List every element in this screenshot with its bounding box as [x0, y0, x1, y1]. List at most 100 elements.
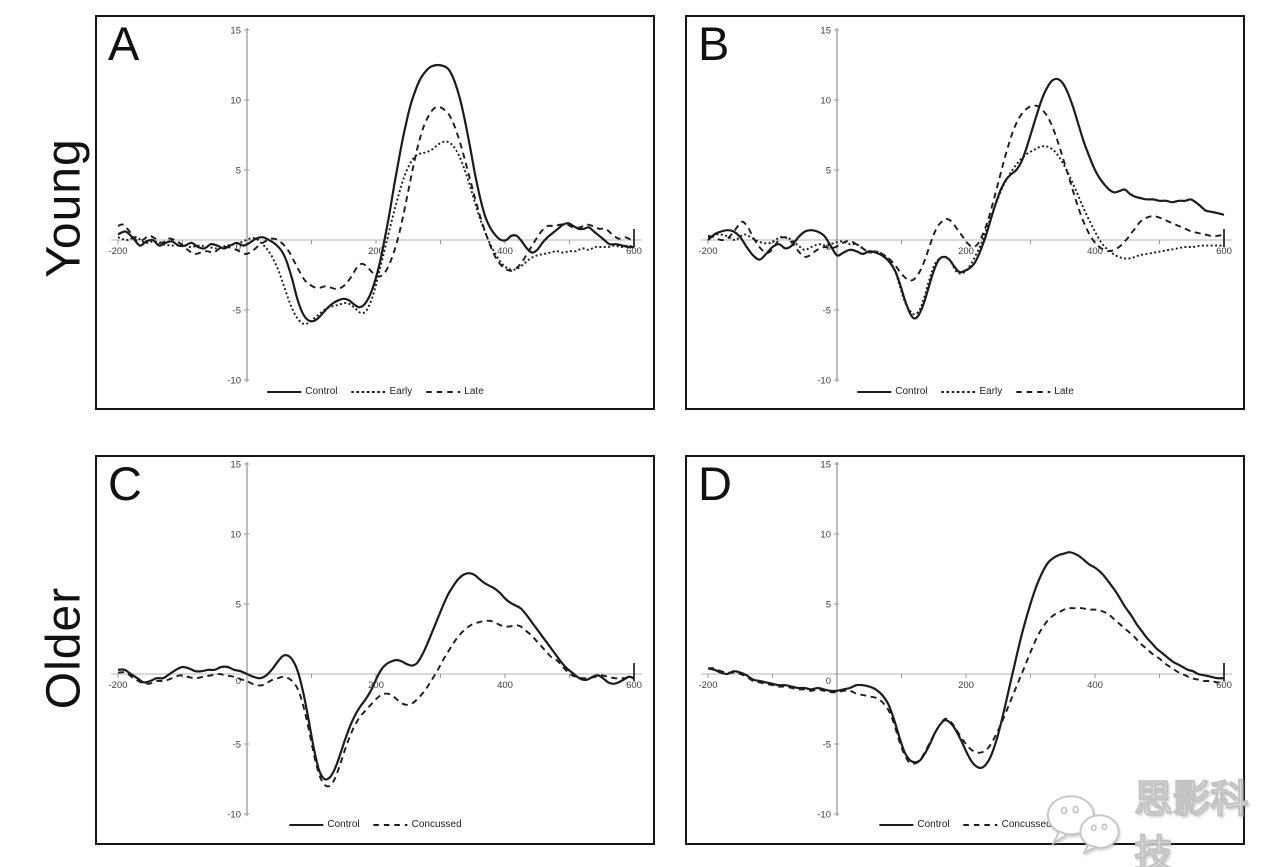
x-tick-label: 200: [958, 680, 974, 691]
dashed-line-sample-icon: [963, 823, 998, 826]
plot-svg: 15 10 5 0 -5 -10 -200 200 400 600: [108, 26, 642, 387]
legend-item-control: Control: [878, 819, 950, 830]
x-tick-label: -200: [108, 246, 127, 257]
x-tick-label: -200: [698, 246, 717, 257]
y-tick-label: 10: [230, 96, 241, 107]
series-late-line: [117, 105, 635, 290]
legend-item-early: Early: [940, 386, 1002, 397]
y-tick-label: 5: [236, 166, 241, 177]
legend-label: Late: [1054, 386, 1074, 397]
legend-item-control: Control: [288, 819, 360, 830]
series-early-line: [117, 140, 635, 326]
y-tick-label: -10: [817, 376, 831, 387]
y-tick-label: 10: [820, 96, 831, 107]
row-label-young: Young: [37, 138, 91, 278]
row-label-older: Older: [37, 586, 91, 710]
x-tick-label: 600: [626, 680, 642, 691]
panel-letter-a: A: [108, 17, 140, 70]
solid-line-sample-icon: [267, 390, 302, 393]
y-tick-label: -5: [233, 740, 241, 751]
panel-letter-b: B: [698, 17, 730, 70]
y-tick-label: 0: [236, 676, 241, 687]
legend-item-concussed: Concussed: [373, 819, 462, 830]
x-tick-label: 600: [626, 246, 642, 257]
legend-label: Late: [464, 386, 484, 397]
legend-d: Control Concussed: [878, 819, 1052, 830]
y-tick-label: 5: [826, 600, 831, 611]
solid-line-sample-icon: [879, 823, 914, 826]
y-tick-label: 15: [230, 460, 241, 471]
x-tick-label: 400: [1087, 680, 1103, 691]
panel-c: C 15 10 5 0 -5 -10 -200 200 400 600 Control Concus…: [95, 455, 655, 845]
legend-item-control: Control: [266, 386, 337, 397]
legend-item-control: Control: [856, 386, 927, 397]
x-tick-label: 600: [1216, 246, 1232, 257]
panel-letter-d: D: [698, 457, 732, 510]
legend-label: Control: [305, 386, 338, 397]
y-tick-label: -5: [233, 306, 241, 317]
legend-c: Control Concussed: [288, 819, 462, 830]
panel-b: B 15 10 5 0 -5 -10 -200 200 400 600 Control Early L…: [685, 15, 1245, 410]
plot-svg: 15 10 5 0 -5 -10 -200 200 400 600: [108, 460, 642, 821]
y-tick-label: 15: [820, 26, 831, 37]
panel-letter-c: C: [108, 457, 142, 510]
y-tick-label: 10: [820, 530, 831, 541]
solid-line-sample-icon: [289, 823, 324, 826]
x-tick-label: 400: [497, 246, 513, 257]
legend-a: Control Early Late: [266, 386, 484, 397]
plot-svg: 15 10 5 0 -5 -10 -200 200 400 600: [698, 460, 1232, 821]
y-tick-label: -10: [227, 810, 241, 821]
legend-item-late: Late: [425, 386, 484, 397]
legend-item-late: Late: [1015, 386, 1074, 397]
x-tick-label: 200: [368, 246, 384, 257]
y-tick-label: -10: [817, 810, 831, 821]
y-tick-label: 5: [236, 600, 241, 611]
panel-a: A 15 10 5 0 -5 -10 -200 200 400 600 Control Early L…: [95, 15, 655, 410]
series-concussed-line: [117, 619, 634, 788]
y-tick-label: 15: [820, 460, 831, 471]
x-tick-label: 400: [497, 680, 513, 691]
series-late-line: [707, 104, 1225, 282]
dashed-line-sample-icon: [426, 390, 461, 393]
legend-item-early: Early: [350, 386, 412, 397]
y-tick-label: -10: [227, 376, 241, 387]
erp-plot-a: 15 10 5 0 -5 -10 -200 200 400 600: [97, 17, 653, 408]
y-tick-label: 5: [826, 166, 831, 177]
dotted-line-sample-icon: [351, 390, 386, 393]
legend-label: Early: [389, 386, 413, 397]
solid-line-sample-icon: [857, 390, 892, 393]
series-control-line: [117, 572, 635, 781]
legend-label: Control: [895, 386, 928, 397]
erp-plot-b: 15 10 5 0 -5 -10 -200 200 400 600: [687, 17, 1243, 408]
y-tick-label: 15: [230, 26, 241, 37]
series-early-line: [707, 145, 1224, 316]
dashed-line-sample-icon: [373, 823, 408, 826]
dotted-line-sample-icon: [941, 390, 976, 393]
legend-label: Concussed: [411, 819, 462, 830]
x-tick-label: 200: [368, 680, 384, 691]
x-tick-label: -200: [108, 680, 127, 691]
legend-label: Early: [979, 386, 1003, 397]
series-control-line: [707, 551, 1225, 770]
y-tick-label: -5: [823, 306, 831, 317]
series-control-line: [707, 77, 1225, 320]
y-tick-label: -5: [823, 740, 831, 751]
panel-d: D 15 10 5 0 -5 -10 -200 200 400 600 Control Concus…: [685, 455, 1245, 845]
x-tick-label: -200: [698, 680, 717, 691]
series-concussed-line: [707, 607, 1225, 765]
y-tick-label: 0: [826, 676, 831, 687]
legend-b: Control Early Late: [856, 386, 1074, 397]
series-control-line: [117, 63, 635, 323]
x-tick-label: 400: [1087, 246, 1103, 257]
dashed-line-sample-icon: [1016, 390, 1051, 393]
erp-plot-d: 15 10 5 0 -5 -10 -200 200 400 600: [687, 457, 1243, 843]
legend-item-concussed: Concussed: [963, 819, 1052, 830]
erp-plot-c: 15 10 5 0 -5 -10 -200 200 400 600: [97, 457, 653, 843]
legend-label: Control: [327, 819, 360, 830]
y-tick-label: 0: [236, 242, 241, 253]
y-tick-label: 10: [230, 530, 241, 541]
x-tick-label: 600: [1216, 680, 1232, 691]
legend-label: Control: [917, 819, 950, 830]
